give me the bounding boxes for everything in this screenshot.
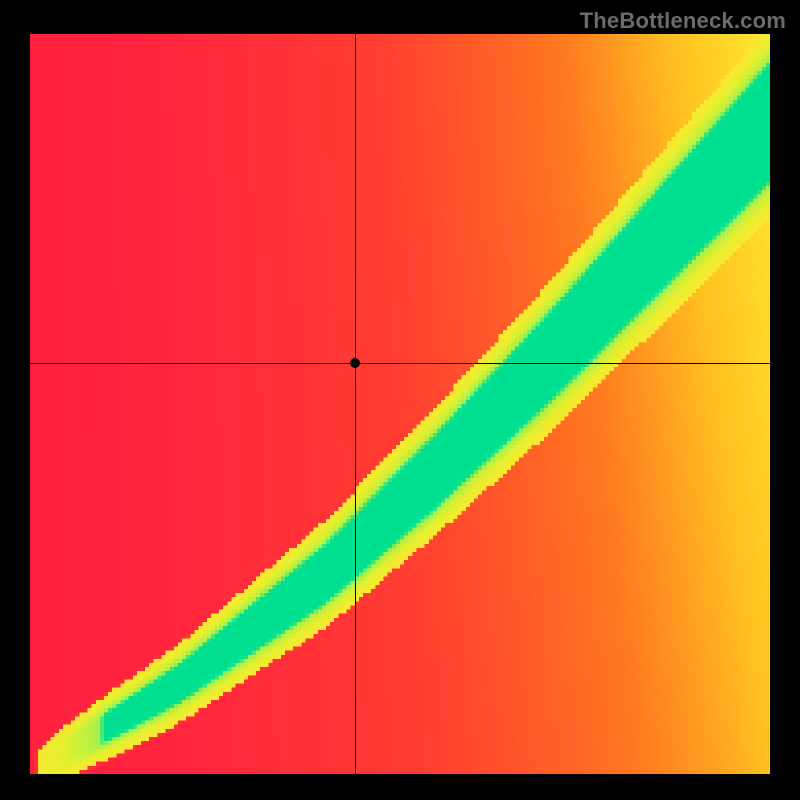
watermark-text: TheBottleneck.com <box>580 8 786 34</box>
crosshair-horizontal-line <box>30 363 770 364</box>
heatmap-canvas <box>30 34 770 774</box>
crosshair-vertical-line <box>355 34 356 774</box>
page-root: TheBottleneck.com <box>0 0 800 800</box>
crosshair-marker <box>350 358 360 368</box>
heatmap-plot-area <box>30 34 770 774</box>
